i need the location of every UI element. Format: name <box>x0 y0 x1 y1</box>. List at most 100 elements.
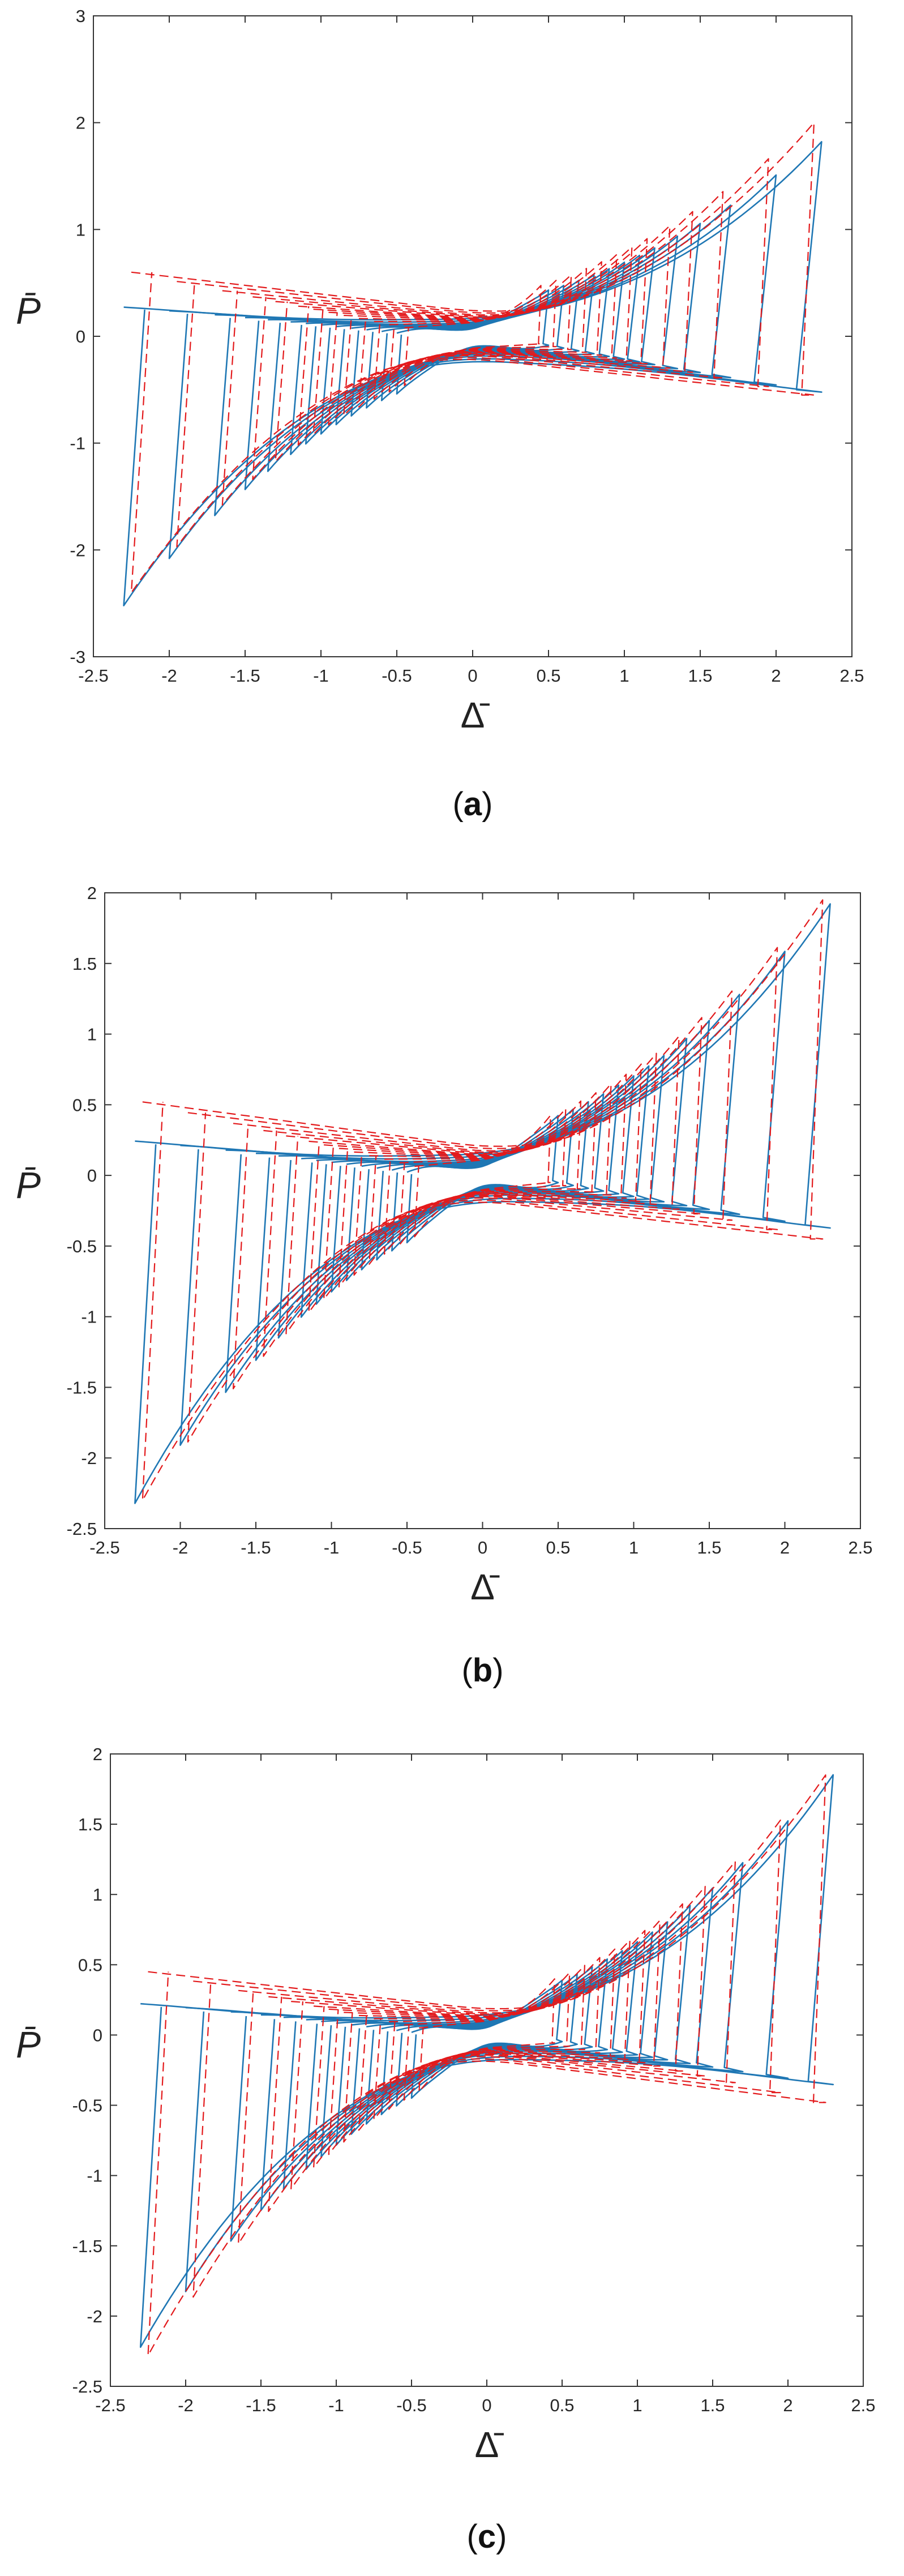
x-tick-label: 0 <box>468 666 477 686</box>
plot-area-border <box>104 892 861 1529</box>
x-tick-label: 1 <box>629 1538 639 1557</box>
x-tick-label: -0.5 <box>396 2395 426 2415</box>
y-ticks: -2.5 -2 -1.5 -1 -0.5 0 0.5 1 1.5 2 <box>72 1744 863 2397</box>
caption-letter: c <box>478 2518 496 2555</box>
y-tick-label: 1 <box>93 1885 102 1905</box>
x-tick-label: 2 <box>780 1538 790 1557</box>
model-loop-12 <box>192 1819 781 2298</box>
y-tick-label: -1 <box>87 2166 102 2186</box>
x-tick-label: -0.5 <box>382 666 412 686</box>
y-tick-label: -1 <box>81 1307 97 1327</box>
model-curves <box>147 1774 826 2356</box>
axes-frame <box>104 892 861 1529</box>
x-tick-label: -2.5 <box>89 1538 119 1557</box>
chart-panel-a: -2.5 -2 -1.5 -1 -0.5 0 0.5 1 1.5 2 2.5 -3-2-10123 … <box>16 6 864 823</box>
x-tick-label: 0.5 <box>536 666 560 686</box>
y-tick-label: 2 <box>87 883 97 903</box>
model-loop-11 <box>238 1860 736 2245</box>
y-tick-label: 1 <box>76 220 85 239</box>
y-tick-label: 1.5 <box>72 954 97 974</box>
x-tick-label: -1 <box>313 666 329 686</box>
x-tick-label: 0 <box>482 2395 491 2415</box>
caption-close: ) <box>496 2518 507 2555</box>
y-tick-label: 0 <box>87 1166 97 1186</box>
x-tick-label: 2.5 <box>848 1538 872 1557</box>
x-tick-label: 2.5 <box>839 666 864 686</box>
x-tick-label: -2 <box>173 1538 188 1557</box>
x-tick-label: 1 <box>619 666 629 686</box>
caption-open: ( <box>453 786 464 823</box>
model-loop-7 <box>312 246 633 435</box>
y-tick-label: -2 <box>70 540 85 560</box>
panel-caption: (b) <box>461 1652 503 1689</box>
model-loop-3 <box>373 274 572 400</box>
y-tick-label: -2.5 <box>67 1519 97 1539</box>
test-loop-13 <box>139 1774 834 2348</box>
x-tick-label: -0.5 <box>392 1538 422 1557</box>
caption-letter: b <box>473 1652 492 1689</box>
x-tick-label: 1 <box>632 2395 642 2415</box>
model-loop-8 <box>313 1919 661 2168</box>
x-tick-label: 2.5 <box>851 2395 875 2415</box>
x-tick-label: 1.5 <box>697 1538 721 1557</box>
x-tick-label: -1.5 <box>230 666 260 686</box>
axes-frame <box>93 15 852 657</box>
chart-panel-c: -2.5 -2 -1.5 -1 -0.5 0 0.5 1 1.5 2 2.5 -2.5-2-1.5-… <box>16 1744 876 2555</box>
y-tick-label: 0.5 <box>72 1095 97 1115</box>
x-tick-label: 2 <box>771 666 781 686</box>
plot-area-border <box>93 15 852 657</box>
model-loop-3 <box>388 1965 585 2110</box>
y-tick-label: 2 <box>76 113 85 133</box>
model-loop-13 <box>147 1774 826 2356</box>
y-tick-label: -2.5 <box>72 2377 102 2397</box>
y-tick-label: -1.5 <box>67 1377 97 1397</box>
x-ticks: -2.5 -2 -1.5 -1 -0.5 0 0.5 1 1.5 2 2.5 <box>89 893 873 1557</box>
model-loop-1 <box>418 1978 555 2093</box>
model-curves <box>130 122 815 593</box>
plot-area-border <box>110 1753 864 2387</box>
x-tick-label: -2 <box>161 666 177 686</box>
y-tick-label: 3 <box>76 6 85 26</box>
x-tick-label: -1.5 <box>246 2395 276 2415</box>
test-loop-13 <box>123 141 822 606</box>
model-curves <box>142 899 824 1501</box>
test-loop-10 <box>255 1020 710 1361</box>
x-tick-label: 0 <box>478 1538 487 1557</box>
y-tick-label: 2 <box>93 1744 102 1764</box>
x-tick-label: -1 <box>324 1538 340 1557</box>
model-loop-7 <box>323 1063 642 1300</box>
x-tick-label: 1.5 <box>688 666 712 686</box>
model-loop-8 <box>308 1052 657 1313</box>
model-loop-11 <box>221 191 724 506</box>
y-tick-label: -2 <box>81 1448 97 1468</box>
panel-caption: (a) <box>453 786 493 823</box>
x-ticks: -2.5 -2 -1.5 -1 -0.5 0 0.5 1 1.5 2 2.5 <box>78 16 864 686</box>
y-axis-label: P̄ <box>16 289 41 331</box>
caption-letter: a <box>464 786 482 823</box>
y-tick-label: 1 <box>87 1025 97 1045</box>
model-loop-13 <box>142 899 824 1501</box>
x-tick-label: -2 <box>178 2395 194 2415</box>
x-tick-label: 1.5 <box>700 2395 725 2415</box>
panel-caption: (c) <box>467 2518 507 2555</box>
caption-open: ( <box>461 1652 472 1689</box>
y-axis-label: P̄ <box>16 2023 41 2065</box>
x-tick-label: -2.5 <box>78 666 108 686</box>
x-tick-label: -1 <box>328 2395 344 2415</box>
y-tick-label: -0.5 <box>72 2096 102 2116</box>
x-tick-label: 0.5 <box>550 2395 574 2415</box>
x-tick-label: 2 <box>783 2395 792 2415</box>
model-loop-10 <box>263 1017 702 1357</box>
model-loop-12 <box>176 158 769 547</box>
y-tick-label: -1 <box>70 434 85 453</box>
model-loop-11 <box>232 990 733 1389</box>
model-loop-10 <box>252 211 693 480</box>
x-tick-label: -2.5 <box>95 2395 125 2415</box>
caption-open: ( <box>467 2518 478 2555</box>
y-tick-label: 1.5 <box>78 1815 102 1834</box>
y-tick-label: -1.5 <box>72 2236 102 2256</box>
caption-close: ) <box>492 1652 503 1689</box>
axes-frame <box>110 1753 864 2387</box>
x-tick-label: 0.5 <box>546 1538 570 1557</box>
